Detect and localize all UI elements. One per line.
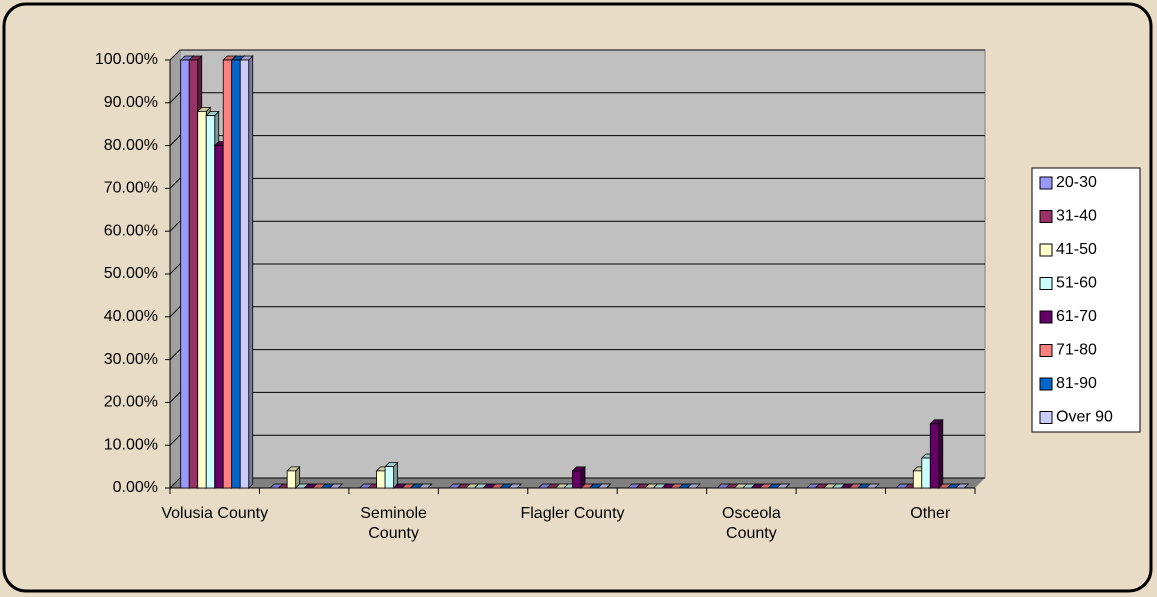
bar — [865, 483, 880, 489]
grid-line — [169, 220, 985, 232]
legend-swatch — [1039, 243, 1053, 257]
legend-swatch — [1039, 411, 1053, 424]
bar — [929, 418, 944, 489]
y-tick-label: 0.00% — [113, 479, 158, 496]
legend-label: 41-50 — [1056, 241, 1097, 258]
y-tick-label: 90.00% — [104, 94, 158, 111]
legend-label: 81-90 — [1056, 375, 1097, 392]
grid-line — [169, 391, 985, 403]
y-tick-label: 50.00% — [104, 265, 158, 282]
grid-line — [169, 349, 985, 360]
grid-line — [169, 263, 985, 275]
x-tick-label: Seminole County — [360, 505, 427, 542]
bar — [686, 483, 701, 489]
bar — [954, 483, 970, 489]
legend-label: 20-30 — [1056, 174, 1097, 191]
grid-line — [169, 434, 985, 446]
legend-label: Over 90 — [1056, 409, 1113, 426]
y-tick-label: 30.00% — [104, 351, 158, 368]
grid-line — [169, 92, 985, 104]
grid-line — [169, 477, 985, 489]
grid-line — [169, 49, 985, 61]
bar — [597, 483, 612, 489]
bar — [775, 483, 791, 489]
legend-label: 51-60 — [1056, 275, 1097, 292]
grid-line — [169, 135, 985, 146]
y-tick-label: 20.00% — [104, 394, 158, 411]
bar — [418, 483, 433, 489]
legend-swatch — [1039, 277, 1053, 290]
x-tick-label: Flagler County — [520, 505, 625, 522]
y-tick-label: 100.00% — [95, 51, 158, 68]
grid-line — [169, 306, 985, 318]
y-tick-label: 60.00% — [104, 222, 158, 239]
y-tick-label: 40.00% — [104, 308, 158, 325]
x-tick-label: Volusia County — [161, 505, 269, 522]
bar — [507, 483, 523, 489]
bar — [328, 483, 344, 489]
y-tick-label: 80.00% — [104, 137, 158, 154]
legend-swatch — [1039, 310, 1053, 324]
legend-swatch — [1039, 210, 1053, 223]
grid-line — [169, 177, 985, 189]
bar — [239, 55, 254, 489]
y-tick-label: 70.00% — [104, 180, 158, 197]
x-tick-label: Osceola County — [722, 505, 781, 542]
legend-swatch — [1039, 344, 1053, 357]
y-tick-label: 10.00% — [104, 436, 158, 453]
x-tick-label: Other — [910, 505, 951, 522]
legend-label: 31-40 — [1056, 208, 1097, 225]
legend-swatch — [1039, 176, 1053, 190]
legend-label: 71-80 — [1056, 342, 1097, 359]
bar — [384, 461, 399, 489]
bar — [286, 465, 301, 489]
legend-swatch — [1039, 377, 1053, 391]
bar — [571, 465, 586, 489]
legend-label: 61-70 — [1056, 308, 1097, 325]
